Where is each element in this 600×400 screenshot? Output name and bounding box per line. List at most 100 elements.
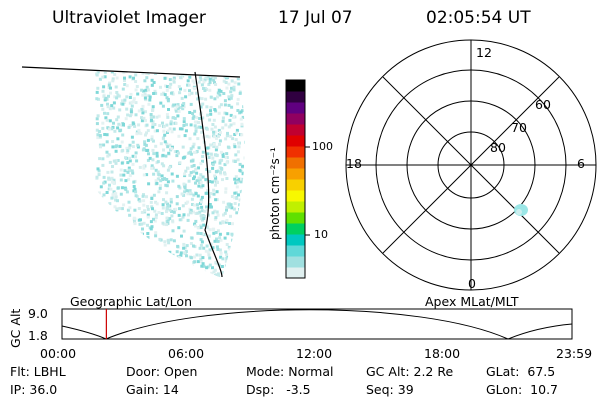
emission-pixel (196, 194, 200, 198)
emission-pixel (166, 131, 169, 134)
emission-pixel (193, 151, 196, 155)
emission-pixel (114, 198, 118, 202)
emission-pixel (132, 216, 136, 220)
emission-pixel (195, 91, 199, 95)
emission-pixel (192, 142, 196, 146)
emission-pixel (150, 205, 154, 209)
emission-pixel (170, 147, 174, 151)
mlt-label-0: 0 (468, 276, 476, 291)
emission-pixel (170, 172, 174, 176)
emission-pixel (140, 116, 143, 120)
emission-pixel (228, 222, 231, 225)
emission-pixel (159, 179, 163, 183)
emission-pixel (97, 97, 100, 101)
emission-pixel (230, 195, 234, 198)
emission-pixel (218, 263, 221, 267)
emission-pixel (221, 178, 224, 182)
emission-pixel (188, 210, 192, 214)
emission-pixel (232, 88, 236, 92)
emission-pixel (124, 187, 128, 191)
info-glon: GLon: 10.7 (486, 382, 558, 397)
emission-pixel (230, 79, 234, 83)
emission-pixel (144, 143, 148, 147)
emission-pixel (169, 200, 173, 204)
emission-pixel (141, 104, 145, 108)
emission-pixel (238, 162, 242, 166)
emission-pixel (112, 159, 116, 163)
emission-pixel (169, 197, 173, 201)
emission-pixel (101, 157, 105, 161)
emission-pixel (233, 145, 237, 149)
emission-pixel (227, 125, 231, 129)
emission-pixel (199, 257, 203, 261)
emission-pixel (134, 194, 138, 198)
emission-pixel (148, 95, 152, 99)
emission-pixel (150, 78, 154, 82)
emission-pixel (123, 83, 127, 86)
info-gcalt: GC Alt: 2.2 Re (366, 364, 454, 379)
emission-pixel (154, 91, 158, 95)
emission-pixel (199, 243, 203, 247)
emission-pixel (213, 209, 217, 213)
emission-pixel (98, 157, 102, 161)
emission-pixel (112, 190, 116, 194)
emission-pixel (199, 173, 203, 177)
emission-pixel (225, 177, 229, 180)
emission-pixel (107, 176, 111, 180)
emission-pixel (226, 134, 230, 138)
emission-pixel (221, 221, 225, 225)
emission-pixel (101, 75, 105, 79)
emission-pixel (149, 116, 153, 119)
emission-pixel (129, 110, 133, 114)
emission-pixel (197, 146, 201, 150)
colorbar-tick-label-10: 10 (314, 228, 328, 241)
emission-pixel (119, 168, 123, 172)
emission-pixel (160, 212, 164, 215)
emission-pixel (183, 251, 187, 255)
emission-pixel (97, 191, 101, 195)
timeline-tick-4: 23:59 (556, 346, 593, 361)
colorbar-band (286, 91, 305, 103)
emission-pixel (188, 111, 192, 114)
emission-pixel (213, 130, 217, 134)
emission-pixel (198, 117, 202, 120)
emission-pixel (111, 140, 115, 143)
emission-pixel (114, 85, 118, 89)
emission-pixel (179, 87, 182, 91)
emission-pixel (211, 156, 215, 160)
emission-pixel (224, 250, 228, 254)
emission-pixel (168, 208, 172, 212)
emission-pixel (163, 240, 167, 244)
emission-pixel (241, 115, 245, 119)
emission-pixel (224, 123, 228, 127)
emission-pixel (219, 170, 222, 174)
emission-pixel (200, 205, 204, 209)
emission-pixel (214, 83, 218, 86)
emission-pixel (179, 253, 183, 257)
emission-pixel (198, 210, 202, 214)
emission-pixel (151, 115, 155, 119)
emission-pixel (221, 119, 225, 123)
emission-pixel (108, 160, 112, 164)
timeline-tick-2: 12:00 (296, 346, 333, 361)
emission-pixel (165, 210, 168, 214)
emission-pixel (116, 126, 120, 130)
emission-pixel (145, 123, 149, 127)
colorbar-band (286, 124, 305, 136)
emission-pixel (151, 139, 155, 143)
emission-pixel (213, 268, 217, 272)
emission-pixel (213, 81, 216, 85)
emission-pixel (229, 123, 233, 127)
emission-pixel (146, 207, 150, 211)
emission-pixel (206, 213, 210, 217)
emission-pixel (120, 99, 124, 103)
emission-pixel (143, 92, 147, 96)
emission-pixel (232, 85, 236, 89)
emission-pixel (215, 137, 218, 140)
emission-pixel (150, 83, 154, 87)
polar-emission-core (516, 209, 522, 215)
emission-pixel (106, 102, 109, 106)
emission-pixel (228, 118, 232, 122)
emission-pixel (199, 232, 203, 235)
emission-pixel (168, 250, 172, 254)
